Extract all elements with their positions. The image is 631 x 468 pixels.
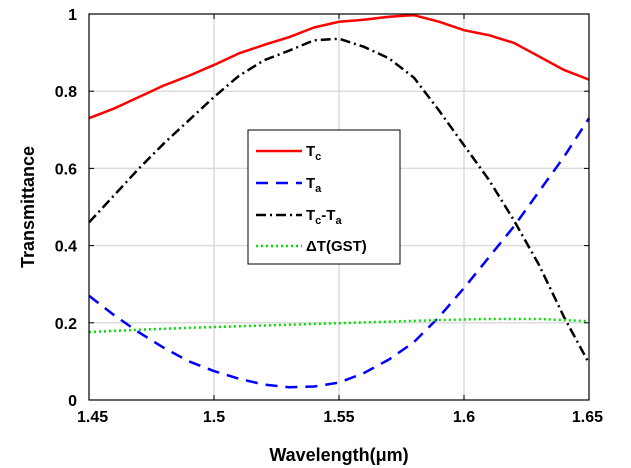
y-tick-label: 0.6 — [55, 161, 77, 178]
x-tick-label: 1.55 — [323, 409, 354, 426]
legend: Tc Ta Tc-Ta ΔT(GST) — [247, 129, 401, 265]
y-tick-label: 0.8 — [55, 84, 77, 101]
x-tick-label: 1.5 — [203, 409, 225, 426]
y-tick-label: 0.4 — [55, 239, 77, 256]
x-tick-label: 1.65 — [572, 409, 603, 426]
series-line-ta — [88, 117, 591, 389]
legend-label: Tc — [306, 143, 321, 163]
legend-label: ΔT(GST) — [306, 238, 367, 255]
x-tick-label: 1.6 — [453, 409, 475, 426]
x-axis-label: Wavelength(μm) — [269, 445, 408, 465]
series-line--t-gst- — [88, 317, 590, 334]
y-axis-label: Transmittance — [18, 146, 38, 268]
series-line-tc — [88, 13, 590, 120]
y-tick-label: 1 — [68, 7, 77, 24]
legend-label: Tc-Ta — [306, 207, 342, 227]
x-tick-label: 1.45 — [77, 409, 108, 426]
ticks: 1.45 1.5 1.55 1.6 1.65 0 0.2 0.4 0.6 0.8 1 — [55, 7, 603, 426]
legend-box — [247, 129, 401, 265]
series-layer — [88, 13, 591, 389]
legend-label: Ta — [306, 175, 322, 195]
series-line-tc-ta — [88, 37, 591, 364]
y-tick-label: 0 — [68, 393, 77, 410]
y-tick-label: 0.2 — [55, 316, 77, 333]
